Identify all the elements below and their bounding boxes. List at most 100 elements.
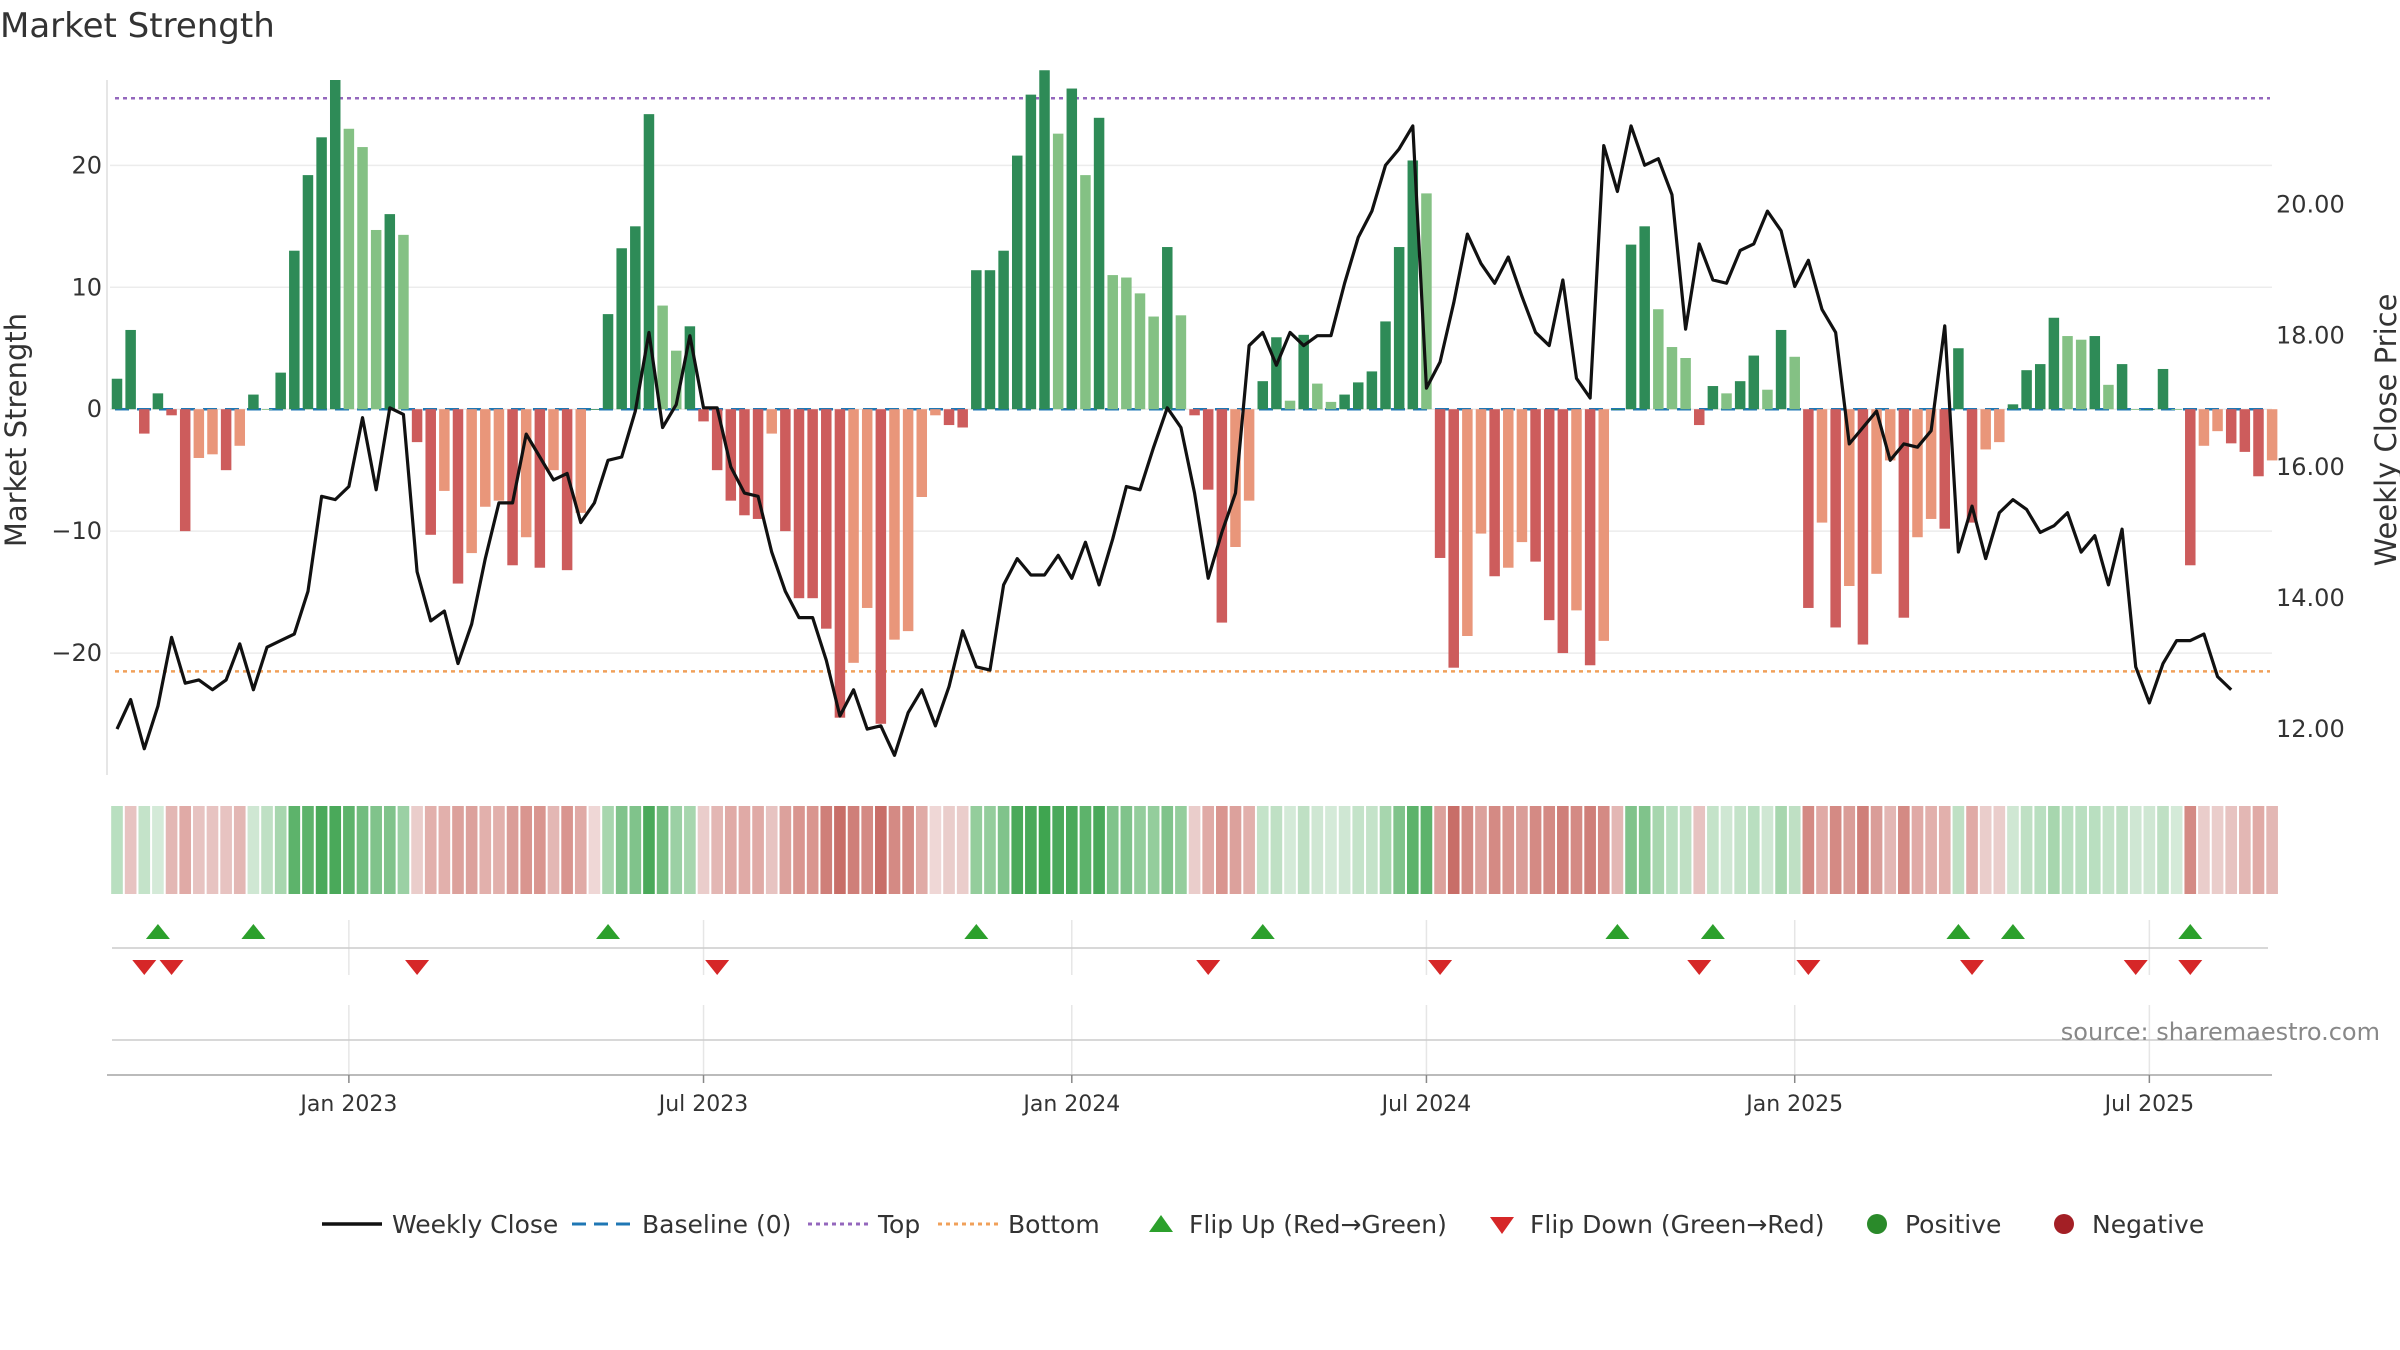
strip-cell bbox=[1775, 806, 1787, 894]
strength-bar bbox=[2239, 409, 2251, 452]
strength-bar bbox=[1462, 409, 1473, 636]
strip-cell bbox=[1666, 806, 1678, 894]
strength-bar bbox=[329, 80, 341, 410]
y-axis-left-label: Market Strength bbox=[0, 313, 33, 547]
strength-bar bbox=[1066, 88, 1078, 410]
strength-bar bbox=[698, 409, 709, 422]
strength-bar bbox=[1434, 409, 1446, 558]
strength-bar bbox=[452, 409, 464, 584]
strip-cell bbox=[2143, 806, 2156, 894]
strip-cell bbox=[1325, 806, 1337, 894]
weekly-close-series bbox=[115, 124, 2233, 757]
flip-down-marker bbox=[1796, 960, 1821, 975]
strip-cell bbox=[1638, 806, 1651, 894]
strip-cell bbox=[302, 806, 314, 894]
strength-bar bbox=[1980, 409, 1991, 450]
strip-cell bbox=[1175, 806, 1187, 894]
strip-cell bbox=[1597, 806, 1610, 894]
flip-down-marker bbox=[2123, 960, 2148, 975]
strength-bar bbox=[1393, 247, 1405, 410]
strength-bar bbox=[1121, 277, 1132, 410]
strength-bar bbox=[739, 409, 750, 516]
strip-cell bbox=[465, 806, 478, 894]
strength-bar bbox=[1503, 409, 1514, 568]
strip-cell bbox=[929, 806, 942, 894]
strip-cell bbox=[1584, 806, 1596, 894]
flip-down-marker bbox=[1196, 960, 1221, 975]
strip-cell bbox=[765, 806, 778, 894]
strength-bar bbox=[2212, 409, 2223, 432]
strength-bar bbox=[1339, 394, 1350, 410]
strip-cell bbox=[1816, 806, 1828, 894]
strength-bar bbox=[2103, 384, 2114, 410]
legend-symbol-circle bbox=[2054, 1214, 2074, 1234]
strength-bar bbox=[1953, 348, 1964, 410]
strip-cell bbox=[2266, 806, 2278, 894]
strip-cell bbox=[574, 806, 587, 894]
strip-cell bbox=[752, 806, 764, 894]
strength-bar bbox=[1816, 409, 1828, 523]
strength-bar bbox=[289, 250, 300, 410]
strength-bar bbox=[2048, 317, 2060, 410]
flip-down-marker bbox=[1428, 960, 1453, 975]
strength-bar bbox=[1584, 409, 1596, 666]
strength-bar bbox=[766, 409, 777, 434]
x-tick-label: Jul 2025 bbox=[2103, 1092, 2195, 1117]
strength-bar bbox=[520, 409, 532, 538]
strength-bar bbox=[930, 409, 941, 416]
strip-cell bbox=[629, 806, 642, 894]
strength-bar bbox=[248, 394, 259, 410]
strip-cell bbox=[1352, 806, 1365, 894]
strength-bar bbox=[275, 372, 286, 410]
strip-cell bbox=[438, 806, 451, 894]
strip-cell bbox=[902, 806, 914, 894]
strip-cell bbox=[288, 806, 301, 894]
strip-cell bbox=[2225, 806, 2238, 894]
strip-cell bbox=[1979, 806, 1992, 894]
strip-cell bbox=[602, 806, 614, 894]
strength-bar bbox=[725, 409, 737, 501]
strip-cell bbox=[561, 806, 573, 894]
strength-bar bbox=[234, 409, 246, 446]
strength-bars bbox=[111, 70, 2278, 724]
strength-bar bbox=[670, 350, 682, 410]
strength-bar bbox=[1884, 409, 1896, 461]
strip-cell bbox=[1543, 806, 1556, 894]
strip-cell bbox=[1761, 806, 1774, 894]
strength-bar bbox=[984, 270, 996, 410]
strip-cell bbox=[1829, 806, 1842, 894]
strength-bar bbox=[2225, 409, 2237, 444]
strength-bar bbox=[711, 409, 723, 471]
strip-cell bbox=[1065, 806, 1078, 894]
flip-down-marker bbox=[159, 960, 184, 975]
strength-bar bbox=[2034, 364, 2046, 410]
strength-bar bbox=[493, 409, 505, 501]
strip-cell bbox=[2184, 806, 2197, 894]
strip-cell bbox=[1434, 806, 1446, 894]
strength-bar bbox=[1312, 383, 1323, 410]
strip-cell bbox=[1420, 806, 1433, 894]
strip-cell bbox=[2211, 806, 2224, 894]
strip-cell bbox=[1461, 806, 1474, 894]
strength-bar bbox=[902, 409, 914, 632]
strength-bar bbox=[2144, 409, 2155, 411]
strip-cell bbox=[397, 806, 410, 894]
strip-cell bbox=[697, 806, 710, 894]
y-right-tick-label: 14.00 bbox=[2276, 584, 2345, 612]
strength-bar bbox=[1093, 117, 1105, 410]
strip-cell bbox=[1106, 806, 1119, 894]
strip-cell bbox=[274, 806, 287, 894]
flip-up-marker bbox=[2000, 924, 2025, 939]
flip-up-marker bbox=[1700, 924, 1725, 939]
strip-cell bbox=[1134, 806, 1146, 894]
weekly-close-line bbox=[115, 124, 2233, 757]
strength-bar bbox=[821, 409, 832, 629]
y-left-tick-label: −20 bbox=[51, 639, 102, 667]
strip-cell bbox=[1243, 806, 1255, 894]
y-right-tick-label: 18.00 bbox=[2276, 322, 2345, 350]
strip-cell bbox=[165, 806, 178, 894]
strip-cell bbox=[1406, 806, 1419, 894]
strength-bar bbox=[575, 409, 587, 513]
legend-label: Baseline (0) bbox=[642, 1210, 791, 1239]
strip-cell bbox=[888, 806, 901, 894]
